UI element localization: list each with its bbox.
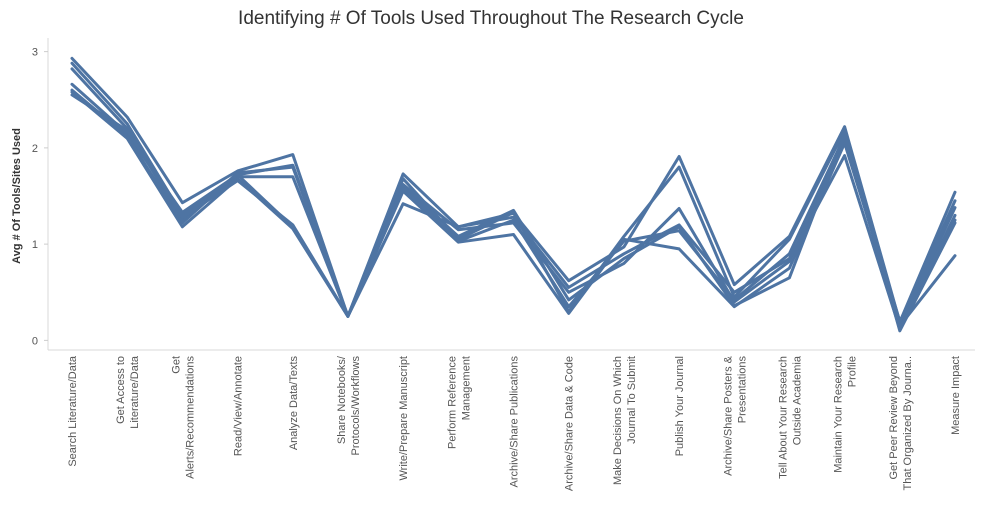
series-layer [70, 56, 957, 333]
x-tick-label-line: Maintain Your Research [833, 356, 845, 473]
x-tick-label-line: Outside Academia [791, 355, 803, 445]
x-tick-label: Analyze Data/Texts [288, 356, 300, 451]
y-tick-label: 3 [32, 47, 38, 59]
x-tick-label: Get Access to Literature/Data [115, 355, 141, 429]
x-tick-label-line: Profile [847, 356, 859, 387]
x-tick-label-line: Perform Reference [446, 356, 458, 449]
x-tick-label-line: Write/Prepare Manuscript [398, 356, 410, 481]
x-tick-label: Get Peer Review Beyond That Organized By … [888, 356, 914, 491]
x-tick-label: Archive/Share Data & Code [564, 356, 576, 491]
x-tick-label-line: Make Decisions On Which [612, 356, 624, 485]
x-tick-label-line: Get Access to [115, 356, 127, 424]
x-tick-label: Share Notebooks/Protocols/Workflows [336, 355, 362, 455]
x-tick-label: Maintain Your Research Profile [833, 356, 859, 473]
x-tick-label-line: Share Notebooks/ [336, 355, 348, 444]
x-tick-label-line: Get Peer Review Beyond [888, 356, 900, 480]
x-tick-label: Perform Reference Management [446, 356, 472, 449]
x-tick-label-line: Literature/Data [129, 355, 141, 429]
y-axis-label: Avg # Of Tools/Sites Used [11, 128, 23, 264]
chart-title: Identifying # Of Tools Used Throughout T… [238, 8, 744, 29]
x-tick-label-line: Journal To Submit [626, 356, 638, 444]
x-tick-label-line: Measure Impact [950, 356, 962, 435]
x-tick-label: Read/View/Annotate [233, 356, 245, 456]
x-tick-label: Get Alerts/Recommendations [170, 356, 196, 479]
x-tick-label-line: Archive/Share Data & Code [564, 356, 576, 491]
x-tick-label-line: Protocols/Workflows [350, 356, 362, 456]
x-tick-label-line: Archive/Share Posters & [722, 355, 734, 475]
x-tick-label-line: Analyze Data/Texts [288, 356, 300, 451]
x-tick-label: Write/Prepare Manuscript [398, 356, 410, 481]
x-tick-label-line: Alerts/Recommendations [184, 356, 196, 479]
x-tick-label-line: Search Literature/Data [67, 355, 79, 467]
x-tick-label: Make Decisions On Which Journal To Submit [612, 356, 638, 485]
x-tick-label-line: Get [170, 356, 182, 374]
x-tick-label: Measure Impact [950, 356, 962, 435]
x-tick-label: Search Literature/Data [67, 355, 79, 467]
x-tick-label-line: Read/View/Annotate [233, 356, 245, 456]
x-tick-label-line: Tell About Your Research [777, 356, 789, 479]
x-tick-label-line: That Organized By Journa.. [902, 356, 914, 491]
series-line-7 [70, 93, 957, 328]
x-tick-label-line: Management [460, 356, 472, 420]
x-tick-label: Archive/Share Posters & Presentations [722, 355, 748, 475]
x-tick-label: Publish Your Journal [674, 356, 686, 456]
axis-layer: 0 1 2 3 Avg # Of Tools/Sites Used [11, 38, 975, 351]
series-line-6 [70, 90, 957, 333]
y-tick-label: 2 [32, 143, 38, 155]
x-tick-label: Archive/Share Publications [509, 356, 521, 488]
x-tick-label-line: Presentations [736, 356, 748, 424]
y-tick-label: 1 [32, 239, 38, 251]
x-tick-label-line: Archive/Share Publications [509, 356, 521, 488]
category-labels: Search Literature/Data Get Access to Liter… [67, 355, 962, 491]
x-tick-label: Tell About Your Research Outside Academia [777, 355, 803, 479]
x-tick-label-line: Publish Your Journal [674, 356, 686, 456]
y-tick-label: 0 [32, 335, 38, 347]
